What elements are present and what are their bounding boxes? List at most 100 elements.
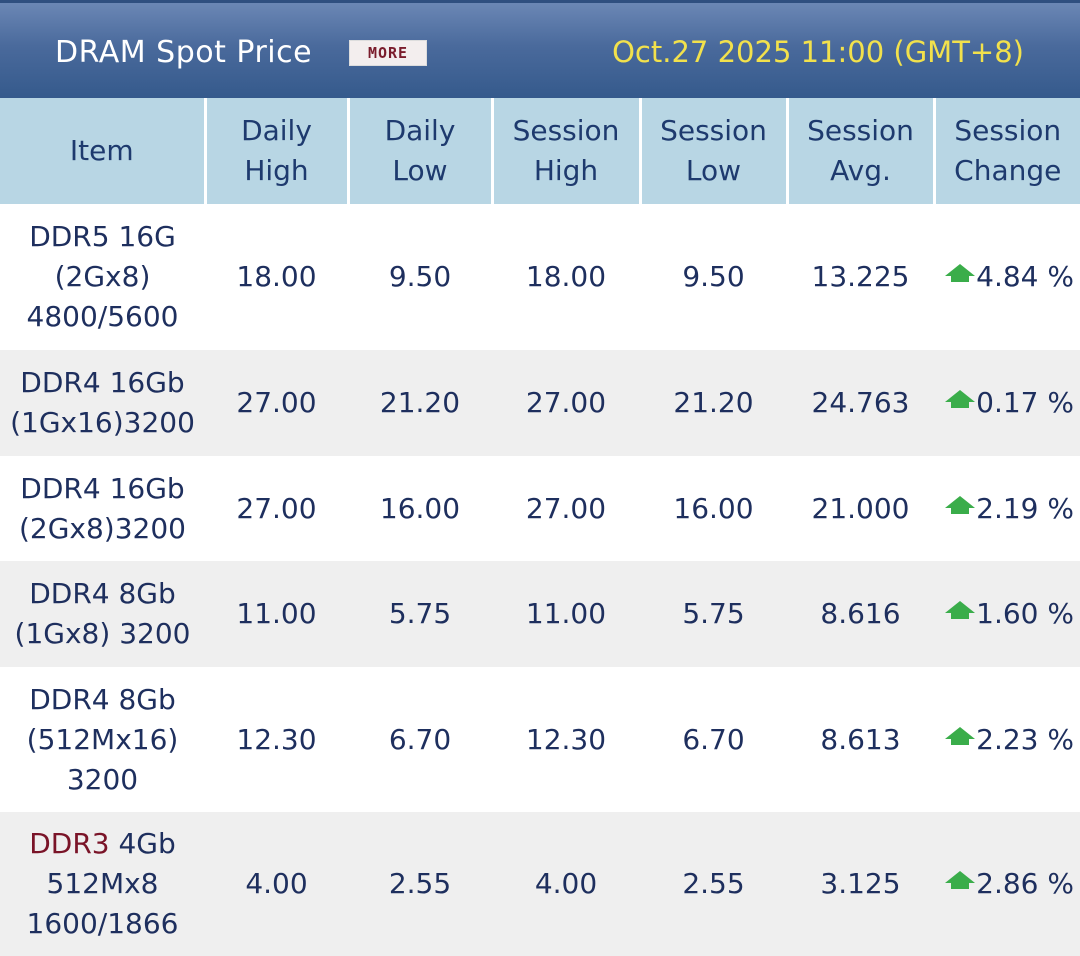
item-cell: DDR4 8Gb (512Mx16) 3200 [0,667,205,812]
column-header-daily-low: Daily Low [346,98,492,204]
change-value: 1.60 % [976,597,1074,630]
item-cell: DDR4 16Gb (1Gx16)3200 [0,350,205,456]
daily-low-cell: 16.00 [348,456,492,561]
item-type-label: DDR3 [29,827,110,860]
session-avg-cell: 3.125 [787,812,934,956]
column-header-text: Avg. [830,154,891,187]
up-arrow-icon [945,495,976,514]
item-name-line: (2Gx8) [54,260,151,293]
session-high-cell: 12.30 [492,667,640,812]
table-row[interactable]: DDR4 16Gb (1Gx16)3200 27.00 21.20 27.00 21.20… [0,350,1080,456]
session-low-cell: 6.70 [640,667,787,812]
item-name-line: (512Mx16) [26,722,179,756]
session-avg-cell: 8.616 [787,561,934,667]
item-name-line: 4800/5600 [26,300,179,333]
session-change-cell: 4.84 % [934,204,1080,350]
session-low-cell: 9.50 [640,204,787,350]
item-name-line: (1Gx16)3200 [10,406,195,439]
change-value: 0.17 % [976,386,1074,419]
item-name-line: 3200 [66,762,139,796]
session-avg-cell: 13.225 [787,204,934,350]
up-arrow-icon [945,871,976,889]
session-low-cell: 5.75 [640,561,787,667]
item-name-line: DDR4 8Gb [29,577,176,610]
up-arrow-icon [945,264,976,282]
item-name-line: 512Mx8 [46,867,159,900]
session-high-cell: 4.00 [492,812,640,956]
daily-low-cell: 5.75 [348,561,492,667]
table-row[interactable]: DDR3 4Gb 512Mx8 1600/1866 4.00 2.55 4.00 2.55 3… [0,812,1080,956]
daily-high-cell: 4.00 [205,812,348,956]
session-change-cell: 2.86 % [934,812,1080,956]
header-bar: DRAM Spot Price MORE Oct.27 2025 11:00 (… [0,0,1080,98]
daily-high-cell: 27.00 [205,456,348,561]
column-header-session-change: Session Change [932,98,1080,204]
column-header-text: Daily [384,114,456,147]
column-header-text: Session [660,114,767,147]
more-button[interactable]: MORE [349,40,427,66]
item-name-line: (1Gx8) 3200 [14,617,191,650]
page-title: DRAM Spot Price [55,35,313,70]
daily-high-cell: 27.00 [205,350,348,456]
table-row[interactable]: DDR4 8Gb (512Mx16) 3200 12.30 6.70 12.30 6.70 8… [0,667,1080,812]
session-low-cell: 21.20 [640,350,787,456]
change-value: 2.23 % [976,722,1074,756]
table-row[interactable]: DDR4 16Gb (2Gx8)3200 27.00 16.00 27.00 16.00 2… [0,456,1080,561]
change-value: 2.19 % [976,491,1074,525]
column-header-session-avg: Session Avg. [785,98,934,204]
table-row[interactable]: DDR5 16G (2Gx8) 4800/5600 18.00 9.50 18.00 9.5… [0,204,1080,350]
item-name-line: DDR4 16Gb [20,366,185,399]
change-value: 2.86 % [976,867,1074,900]
session-high-cell: 27.00 [492,456,640,561]
column-header-text: High [533,154,599,187]
daily-high-cell: 12.30 [205,667,348,812]
price-table: Item Daily High Daily Low Session High Session L… [0,98,1080,956]
timestamp: Oct.27 2025 11:00 (GMT+8) [612,35,1024,69]
item-name-line: 1600/1866 [26,907,179,940]
column-header-text: Daily [241,114,312,147]
session-low-cell: 16.00 [640,456,787,561]
item-cell: DDR4 16Gb (2Gx8)3200 [0,456,205,561]
session-change-cell: 1.60 % [934,561,1080,667]
item-name-line: 4Gb [109,827,176,860]
item-cell: DDR4 8Gb (1Gx8) 3200 [0,561,205,667]
column-header-text: Low [685,154,742,187]
daily-low-cell: 6.70 [348,667,492,812]
item-name-line: DDR5 16G [29,220,176,253]
column-header-text: Session [512,114,620,147]
item-name-line: DDR4 16Gb [20,471,185,505]
daily-low-cell: 21.20 [348,350,492,456]
daily-low-cell: 2.55 [348,812,492,956]
up-arrow-icon [945,390,976,408]
column-header-text: Session [954,114,1062,147]
table-row[interactable]: DDR4 8Gb (1Gx8) 3200 11.00 5.75 11.00 5.75 8.6… [0,561,1080,667]
table-header-row: Item Daily High Daily Low Session High Session L… [0,98,1080,204]
session-high-cell: 11.00 [492,561,640,667]
session-change-cell: 2.19 % [934,456,1080,561]
session-avg-cell: 24.763 [787,350,934,456]
column-header-text: Low [392,154,448,187]
column-header-text: Session [807,114,914,147]
session-avg-cell: 21.000 [787,456,934,561]
item-cell: DDR3 4Gb 512Mx8 1600/1866 [0,812,205,956]
column-header-daily-high: Daily High [203,98,348,204]
session-high-cell: 27.00 [492,350,640,456]
change-value: 4.84 % [976,260,1074,293]
column-header-item: Item [0,98,205,204]
column-header-text: Change [954,154,1062,187]
item-cell: DDR5 16G (2Gx8) 4800/5600 [0,204,205,350]
session-low-cell: 2.55 [640,812,787,956]
column-header-session-high: Session High [490,98,640,204]
daily-high-cell: 18.00 [205,204,348,350]
up-arrow-icon [945,726,976,745]
session-change-cell: 0.17 % [934,350,1080,456]
column-header-text: Item [69,134,134,167]
column-header-session-low: Session Low [638,98,787,204]
session-change-cell: 2.23 % [934,667,1080,812]
session-avg-cell: 8.613 [787,667,934,812]
item-name-line: DDR4 8Gb [29,682,176,716]
column-header-text: High [244,154,309,187]
session-high-cell: 18.00 [492,204,640,350]
up-arrow-icon [945,601,976,619]
daily-low-cell: 9.50 [348,204,492,350]
